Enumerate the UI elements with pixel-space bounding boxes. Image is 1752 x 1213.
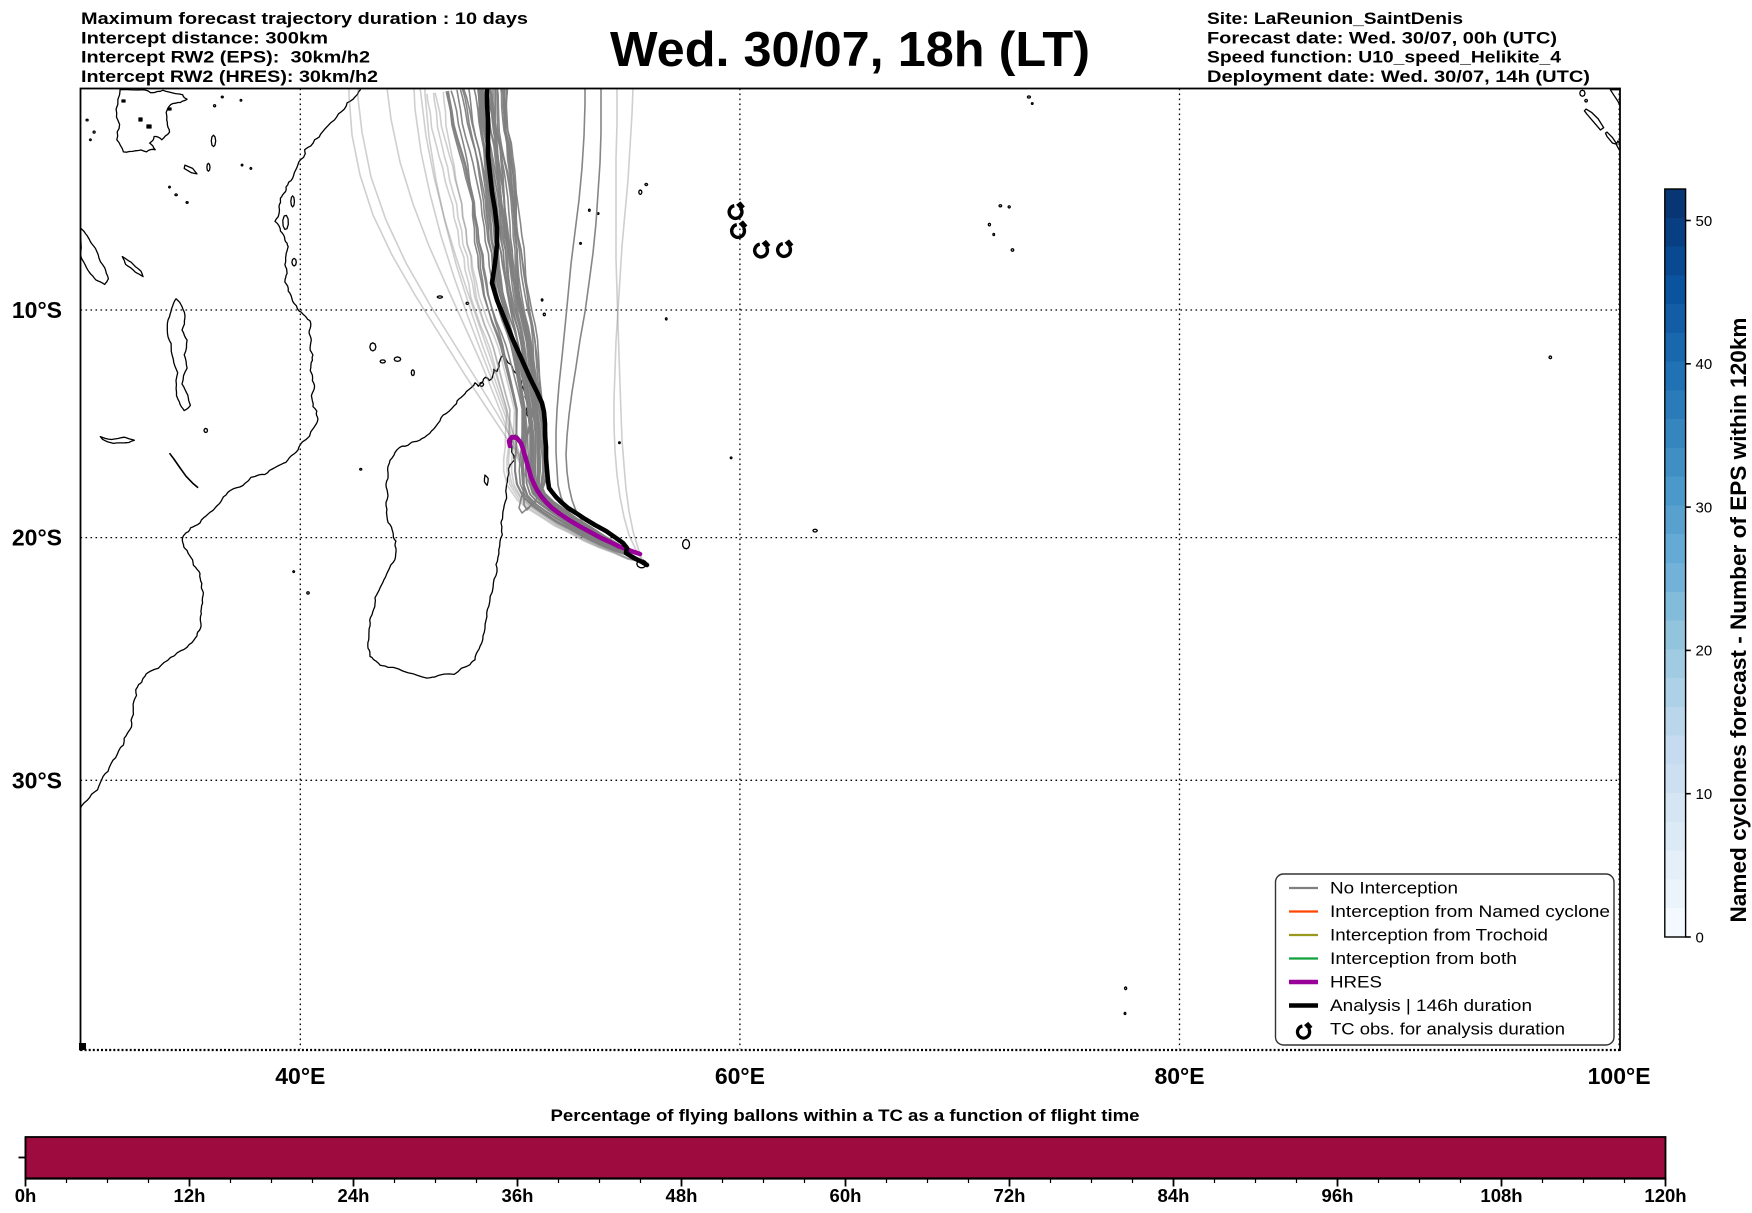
svg-text:30°S: 30°S xyxy=(12,767,62,793)
svg-text:Interception from Named cyclon: Interception from Named cyclone xyxy=(1330,903,1610,921)
svg-text:10°S: 10°S xyxy=(12,297,62,323)
svg-text:100°E: 100°E xyxy=(1588,1063,1651,1089)
svg-text:48h: 48h xyxy=(666,1185,698,1206)
svg-text:36h: 36h xyxy=(502,1185,534,1206)
svg-text:Named cyclones forecast - Numb: Named cyclones forecast - Number of EPS … xyxy=(1726,318,1751,923)
svg-text:0h: 0h xyxy=(15,1185,37,1206)
svg-text:72h: 72h xyxy=(994,1185,1026,1206)
svg-text:20: 20 xyxy=(1696,643,1713,660)
svg-text:24h: 24h xyxy=(338,1185,370,1206)
svg-text:Site: LaReunion_SaintDenis: Site: LaReunion_SaintDenis xyxy=(1207,9,1463,28)
svg-text:No Interception: No Interception xyxy=(1330,880,1458,898)
svg-text:120h: 120h xyxy=(1644,1185,1686,1206)
svg-text:60°E: 60°E xyxy=(715,1063,765,1089)
svg-text:Speed function: U10_speed_Heli: Speed function: U10_speed_Helikite_4 xyxy=(1207,48,1562,67)
svg-text:Intercept distance: 300km: Intercept distance: 300km xyxy=(81,28,328,47)
svg-text:0: 0 xyxy=(1696,929,1704,946)
svg-text:96h: 96h xyxy=(1322,1185,1354,1206)
svg-text:TC obs. for analysis duration: TC obs. for analysis duration xyxy=(1330,1021,1565,1039)
svg-text:10: 10 xyxy=(1696,786,1713,803)
svg-text:Intercept RW2 (HRES): 30km/h2: Intercept RW2 (HRES): 30km/h2 xyxy=(81,67,378,86)
svg-text:50: 50 xyxy=(1696,213,1713,230)
svg-text:Deployment date: Wed. 30/07, 1: Deployment date: Wed. 30/07, 14h (UTC) xyxy=(1207,67,1590,86)
svg-text:30: 30 xyxy=(1696,499,1713,516)
svg-text:Intercept RW2 (EPS): 30km/h2: Intercept RW2 (EPS): 30km/h2 xyxy=(81,48,370,67)
svg-text:12h: 12h xyxy=(174,1185,206,1206)
svg-text:Interception from Trochoid: Interception from Trochoid xyxy=(1330,927,1548,945)
svg-text:Maximum forecast trajectory du: Maximum forecast trajectory duration : 1… xyxy=(81,9,528,28)
svg-text:Percentage of flying ballons w: Percentage of flying ballons within a TC… xyxy=(551,1106,1140,1125)
svg-text:80°E: 80°E xyxy=(1154,1063,1204,1089)
svg-text:20°S: 20°S xyxy=(12,525,62,551)
svg-text:108h: 108h xyxy=(1480,1185,1522,1206)
svg-text:Interception from both: Interception from both xyxy=(1330,950,1517,968)
svg-text:40: 40 xyxy=(1696,356,1713,373)
svg-text:HRES: HRES xyxy=(1330,974,1382,992)
svg-text:60h: 60h xyxy=(830,1185,862,1206)
svg-text:Forecast date: Wed. 30/07, 00h: Forecast date: Wed. 30/07, 00h (UTC) xyxy=(1207,28,1557,47)
svg-text:84h: 84h xyxy=(1158,1185,1190,1206)
svg-text:Wed. 30/07, 18h (LT): Wed. 30/07, 18h (LT) xyxy=(610,23,1090,77)
svg-text:40°E: 40°E xyxy=(275,1063,325,1089)
svg-text:Analysis | 146h duration: Analysis | 146h duration xyxy=(1330,997,1532,1015)
